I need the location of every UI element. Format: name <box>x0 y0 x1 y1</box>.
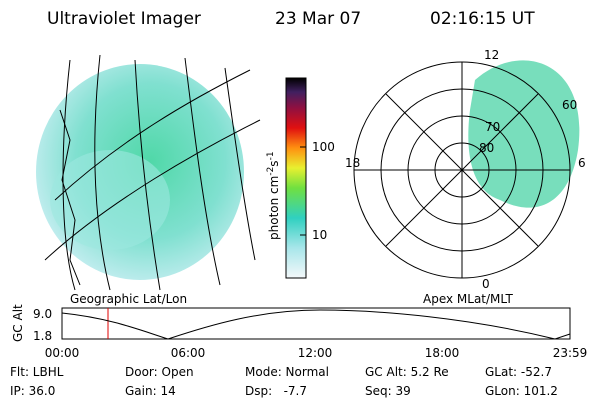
mlat-label: 60 <box>562 98 577 112</box>
time-axis: 00:00 06:00 12:00 18:00 23:59 <box>45 346 588 360</box>
mlt-label: 6 <box>578 156 586 170</box>
axis-label: GC Alt <box>11 304 25 342</box>
globe-image <box>36 54 261 291</box>
status-field: Mode: Normal <box>245 365 329 379</box>
status-field: Gain: 14 <box>125 384 176 398</box>
time-label: 18:00 <box>425 346 460 360</box>
date: 23 Mar 07 <box>275 9 361 29</box>
altitude-strip <box>61 307 571 340</box>
colorbar-label: photon cm-2s-1 <box>266 151 281 240</box>
status-field: IP: 36.0 <box>10 384 55 398</box>
status-field: GC Alt: 5.2 Re <box>365 365 449 379</box>
strip-title: Geographic Lat/Lon <box>70 292 187 306</box>
tick-label: 9.0 <box>33 307 52 321</box>
unit: s <box>267 160 281 166</box>
tick-label: 1.8 <box>33 329 52 343</box>
altitude-curve <box>61 309 571 340</box>
exponent: -2 <box>266 167 276 176</box>
status-field: GLat: -52.7 <box>485 365 552 379</box>
status-field: GLon: 101.2 <box>485 384 558 398</box>
status-field: Flt: LBHL <box>10 365 64 379</box>
colorbar <box>285 77 307 279</box>
colorbar-tick-label: 10 <box>312 228 327 242</box>
status-field: Seq: 39 <box>365 384 411 398</box>
mlat-label: 80 <box>479 141 494 155</box>
strip-title: Apex MLat/MLT <box>423 292 513 306</box>
mlt-label: 12 <box>484 48 499 62</box>
colorbar-tick-label: 100 <box>312 140 335 154</box>
time-label: 00:00 <box>45 346 80 360</box>
unit: photon cm <box>267 176 281 240</box>
status-field: Dsp: -7.7 <box>245 384 307 398</box>
time-label: 06:00 <box>171 346 206 360</box>
mlt-label: 0 <box>482 277 490 291</box>
status-field: Door: Open <box>125 365 194 379</box>
time: 02:16:15 UT <box>430 9 535 29</box>
footer: Flt: LBHL Door: Open Mode: Normal GC Alt: 5… <box>10 365 558 398</box>
time-label: 23:59 <box>553 346 588 360</box>
time-label: 12:00 <box>298 346 333 360</box>
mlat-label: 70 <box>485 120 500 134</box>
exponent: -1 <box>266 151 276 160</box>
polar-plot <box>353 60 580 279</box>
mlt-label: 18 <box>345 156 360 170</box>
title: Ultraviolet Imager <box>47 9 201 29</box>
